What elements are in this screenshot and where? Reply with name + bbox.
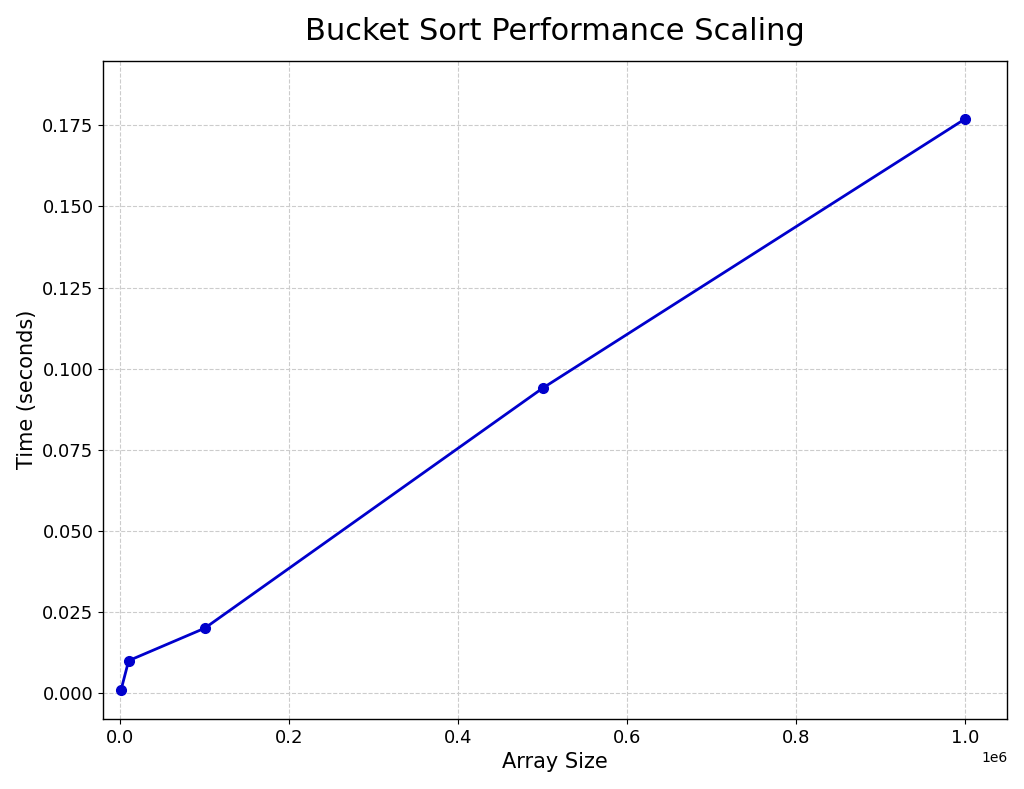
X-axis label: Array Size: Array Size xyxy=(503,753,608,772)
Y-axis label: Time (seconds): Time (seconds) xyxy=(16,310,37,469)
Title: Bucket Sort Performance Scaling: Bucket Sort Performance Scaling xyxy=(305,17,805,46)
